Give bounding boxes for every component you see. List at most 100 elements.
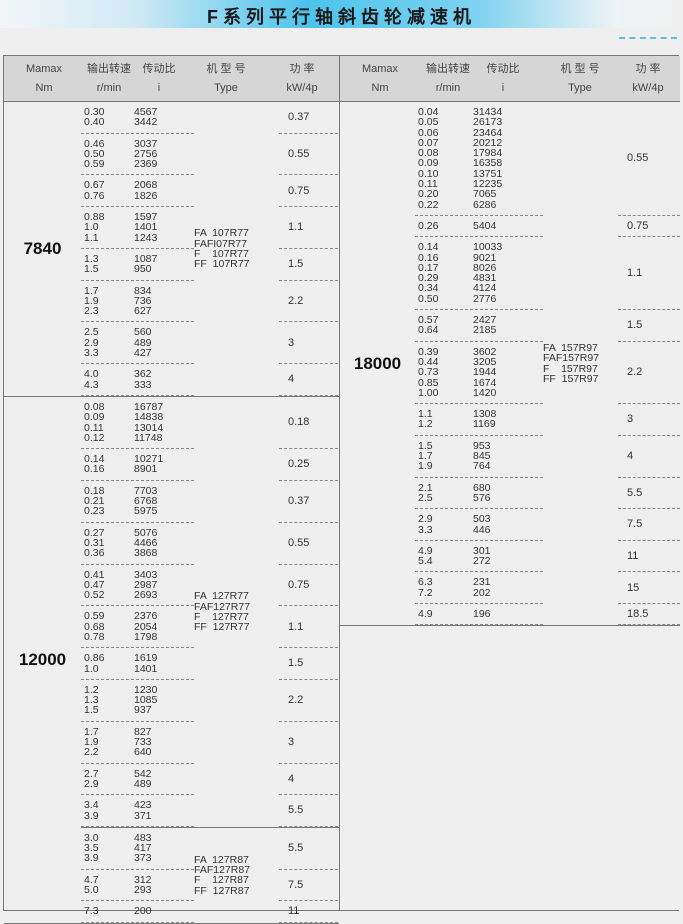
ratio-value: 2987 bbox=[134, 578, 158, 591]
ratio-value: 764 bbox=[473, 460, 491, 473]
model-type: FA 107R77 FAFI07R77 F 107R77 FF 107R77 bbox=[194, 102, 249, 396]
ratio-value: 423 bbox=[134, 799, 152, 812]
speed-value: 1.3 bbox=[84, 694, 99, 707]
power-value: 0.55 bbox=[618, 102, 680, 216]
speed-values: 2.9 3.3 bbox=[415, 514, 473, 535]
ratio-values: 5404 bbox=[473, 221, 543, 232]
power-group: 3.4 3.9 423 371 5.5 bbox=[81, 795, 339, 827]
speed-value: 1.9 bbox=[418, 460, 433, 473]
speed-value: 0.40 bbox=[84, 116, 105, 129]
speed-value: 0.11 bbox=[418, 178, 438, 191]
ratio-value: 6286 bbox=[473, 198, 497, 211]
speed-value: 1.2 bbox=[84, 683, 99, 696]
power-value: 7.5 bbox=[279, 870, 338, 902]
power-group: 4.9 5.4 301 272 11 bbox=[415, 541, 680, 573]
power-group: 0.18 0.21 0.23 7703 6768 5975 0.37 bbox=[81, 481, 339, 523]
ratio-value: 3602 bbox=[473, 345, 497, 358]
speed-ratio-cell: 3.0 3.5 3.9 483 417 373 bbox=[81, 828, 194, 870]
header-type: 机 型 号 bbox=[560, 63, 600, 75]
header-speed-unit: r/min bbox=[96, 82, 122, 94]
speed-value: 0.12 bbox=[84, 431, 105, 444]
ratio-values: 1597 1401 1243 bbox=[134, 212, 194, 243]
ratio-values: 1087 950 bbox=[134, 254, 194, 275]
ratio-value: 301 bbox=[473, 544, 491, 557]
ratio-value: 23464 bbox=[473, 126, 503, 139]
model-type-line: FAFI07R77 bbox=[194, 237, 248, 250]
speed-ratio-cell: 1.1 1.2 1308 1169 bbox=[415, 404, 543, 436]
speed-values: 4.9 5.4 bbox=[415, 545, 473, 566]
power-value: 7.5 bbox=[618, 509, 680, 541]
speed-values: 1.2 1.3 1.5 bbox=[81, 683, 134, 717]
speed-value: 1.9 bbox=[84, 736, 99, 749]
power-value: 0.25 bbox=[279, 449, 338, 481]
ratio-value: 1243 bbox=[134, 231, 158, 244]
ratio-value: 1944 bbox=[473, 366, 497, 379]
decorative-dashes bbox=[619, 37, 677, 39]
power-value: 1.5 bbox=[618, 310, 680, 342]
torque-block: 12000 0.08 0.09 0.11 0.12 16787 14838 13014 1174… bbox=[4, 397, 339, 924]
ratio-value: 3442 bbox=[134, 116, 158, 129]
speed-values: 4.0 4.3 bbox=[81, 369, 134, 390]
speed-ratio-cell: 1.5 1.7 1.9 953 845 764 bbox=[415, 436, 543, 478]
ratio-values: 953 845 764 bbox=[473, 440, 543, 473]
power-value: 4 bbox=[279, 764, 338, 796]
model-type-line: FF 157R97 bbox=[543, 372, 599, 385]
ratio-value: 3037 bbox=[134, 137, 158, 150]
speed-values: 0.14 0.16 bbox=[81, 454, 134, 475]
speed-value: 0.73 bbox=[418, 366, 439, 379]
speed-value: 0.21 bbox=[84, 495, 105, 508]
ratio-values: 31434 26173 23464 20212 17984 16358 13751 12235… bbox=[473, 107, 543, 210]
table-right-half: Mamax Nm 输出转速 r/min 传动比 i 机 型 号 Type 功 率 kW/4p 180… bbox=[340, 56, 680, 627]
speed-ratio-cell: 2.9 3.3 503 446 bbox=[415, 509, 543, 541]
ratio-value: 2376 bbox=[134, 610, 158, 623]
speed-values: 0.67 0.76 bbox=[81, 180, 134, 201]
header-speed: 输出转速 bbox=[87, 63, 131, 75]
ratio-value: 1169 bbox=[473, 418, 496, 431]
ratio-values: 2068 1826 bbox=[134, 180, 194, 201]
speed-values: 7.3 bbox=[81, 906, 134, 917]
power-group: 0.04 0.05 0.06 0.07 0.08 0.09 0.10 0.11 0.20 0.22… bbox=[415, 102, 680, 216]
model-type-line: FAF127R77 bbox=[194, 600, 251, 613]
speed-value: 0.08 bbox=[84, 400, 105, 413]
ratio-value: 7065 bbox=[473, 188, 497, 201]
ratio-value: 1420 bbox=[473, 386, 497, 399]
model-type-line: FA 127R87 bbox=[194, 853, 249, 866]
ratio-value: 483 bbox=[134, 831, 152, 844]
speed-value: 1.5 bbox=[84, 263, 99, 276]
speed-values: 0.08 0.09 0.11 0.12 bbox=[81, 400, 134, 444]
speed-value: 0.14 bbox=[418, 241, 439, 254]
speed-ratio-cell: 1.2 1.3 1.5 1230 1085 937 bbox=[81, 680, 194, 722]
model-type-line: F 157R97 bbox=[543, 362, 598, 375]
ratio-value: 2693 bbox=[134, 589, 158, 602]
speed-ratio-cell: 1.3 1.5 1087 950 bbox=[81, 249, 194, 281]
ratio-value: 627 bbox=[134, 305, 152, 318]
ratio-value: 5975 bbox=[134, 505, 158, 518]
ratio-value: 272 bbox=[473, 555, 491, 568]
speed-value: 0.85 bbox=[418, 376, 439, 389]
speed-values: 4.7 5.0 bbox=[81, 874, 134, 895]
ratio-values: 231 202 bbox=[473, 577, 543, 598]
power-value: 1.1 bbox=[618, 237, 680, 311]
speed-value: 2.5 bbox=[84, 326, 99, 339]
speed-value: 0.10 bbox=[418, 167, 439, 180]
power-value: 18.5 bbox=[618, 604, 680, 626]
speed-value: 0.86 bbox=[84, 652, 105, 665]
power-value: 2.2 bbox=[279, 680, 338, 722]
power-group: 0.67 0.76 2068 1826 0.75 bbox=[81, 175, 339, 208]
power-group: 0.14 0.16 0.17 0.29 0.34 0.50 10033 9021 8026 483… bbox=[415, 237, 680, 311]
ratio-value: 9021 bbox=[473, 251, 497, 264]
power-group: 0.41 0.47 0.52 3403 2987 2693 0.75 bbox=[81, 565, 339, 607]
power-group: 0.08 0.09 0.11 0.12 16787 14838 13014 11748 0.18 bbox=[81, 397, 339, 450]
type-sections: 0.04 0.05 0.06 0.07 0.08 0.09 0.10 0.11 0.20 0.22… bbox=[415, 102, 680, 626]
header-ratio: 传动比 bbox=[142, 63, 176, 75]
ratio-value: 1401 bbox=[134, 662, 158, 675]
ratio-values: 1619 1401 bbox=[134, 653, 194, 674]
speed-ratio-cell: 4.0 4.3 362 333 bbox=[81, 364, 194, 396]
speed-values: 0.30 0.40 bbox=[81, 107, 134, 128]
ratio-values: 542 489 bbox=[134, 768, 194, 789]
ratio-values: 3602 3205 1944 1674 1420 bbox=[473, 345, 543, 399]
speed-value: 0.20 bbox=[418, 188, 439, 201]
ratio-values: 16787 14838 13014 11748 bbox=[134, 402, 194, 444]
speed-value: 1.5 bbox=[84, 704, 99, 717]
model-type-line: FAF157R97 bbox=[543, 352, 600, 365]
